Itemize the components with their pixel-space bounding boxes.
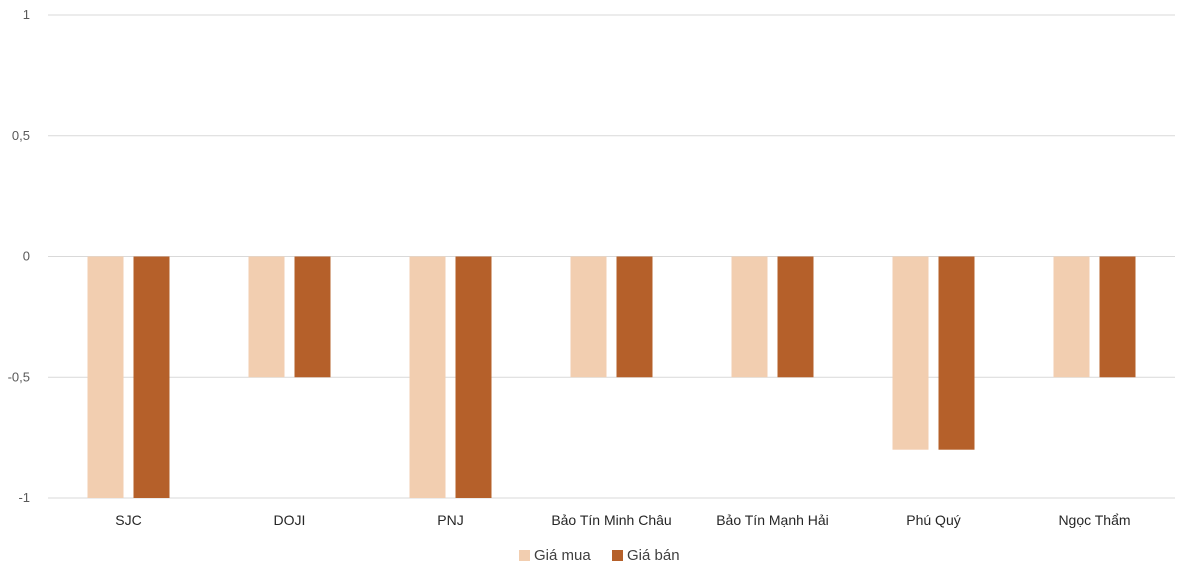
x-axis-categories: SJC DOJI PNJ Bảo Tín Minh Châu Bảo Tín Mạnh … (115, 512, 1130, 528)
legend-swatch (612, 550, 623, 561)
legend: Giá mua Giá bán (519, 547, 680, 564)
bar-gia-ban (777, 256, 814, 378)
legend-swatch (519, 550, 530, 561)
bar-gia-ban (938, 256, 975, 450)
bar-gia-mua (1053, 256, 1090, 378)
y-tick-label: 0 (23, 249, 30, 264)
bars (87, 256, 1136, 498)
x-category-label: Bảo Tín Mạnh Hải (716, 512, 829, 528)
bar-gia-ban (616, 256, 653, 378)
y-axis-ticks: 1 0,5 0 -0,5 -1 (8, 7, 30, 505)
y-tick-label: 1 (23, 7, 30, 22)
bar-gia-mua (731, 256, 768, 378)
x-category-label: PNJ (437, 512, 463, 528)
bar-gia-ban (455, 256, 492, 498)
legend-label: Giá bán (627, 547, 680, 564)
bar-gia-ban (1099, 256, 1136, 378)
bar-gia-mua (570, 256, 607, 378)
y-tick-label: -1 (18, 490, 30, 505)
gridlines (48, 14, 1175, 499)
bar-gia-mua (248, 256, 285, 378)
x-category-label: Ngọc Thẩm (1058, 512, 1130, 528)
bar-gia-mua (892, 256, 929, 450)
y-tick-label: -0,5 (8, 369, 30, 384)
x-category-label: Bảo Tín Minh Châu (551, 512, 671, 528)
bar-gia-ban (133, 256, 170, 498)
x-category-label: SJC (115, 512, 141, 528)
bar-gia-mua (409, 256, 446, 498)
x-category-label: DOJI (274, 512, 306, 528)
legend-label: Giá mua (534, 547, 591, 564)
bar-gia-ban (294, 256, 331, 378)
x-category-label: Phú Quý (906, 512, 960, 528)
bar-gia-mua (87, 256, 124, 498)
y-tick-label: 0,5 (12, 128, 30, 143)
